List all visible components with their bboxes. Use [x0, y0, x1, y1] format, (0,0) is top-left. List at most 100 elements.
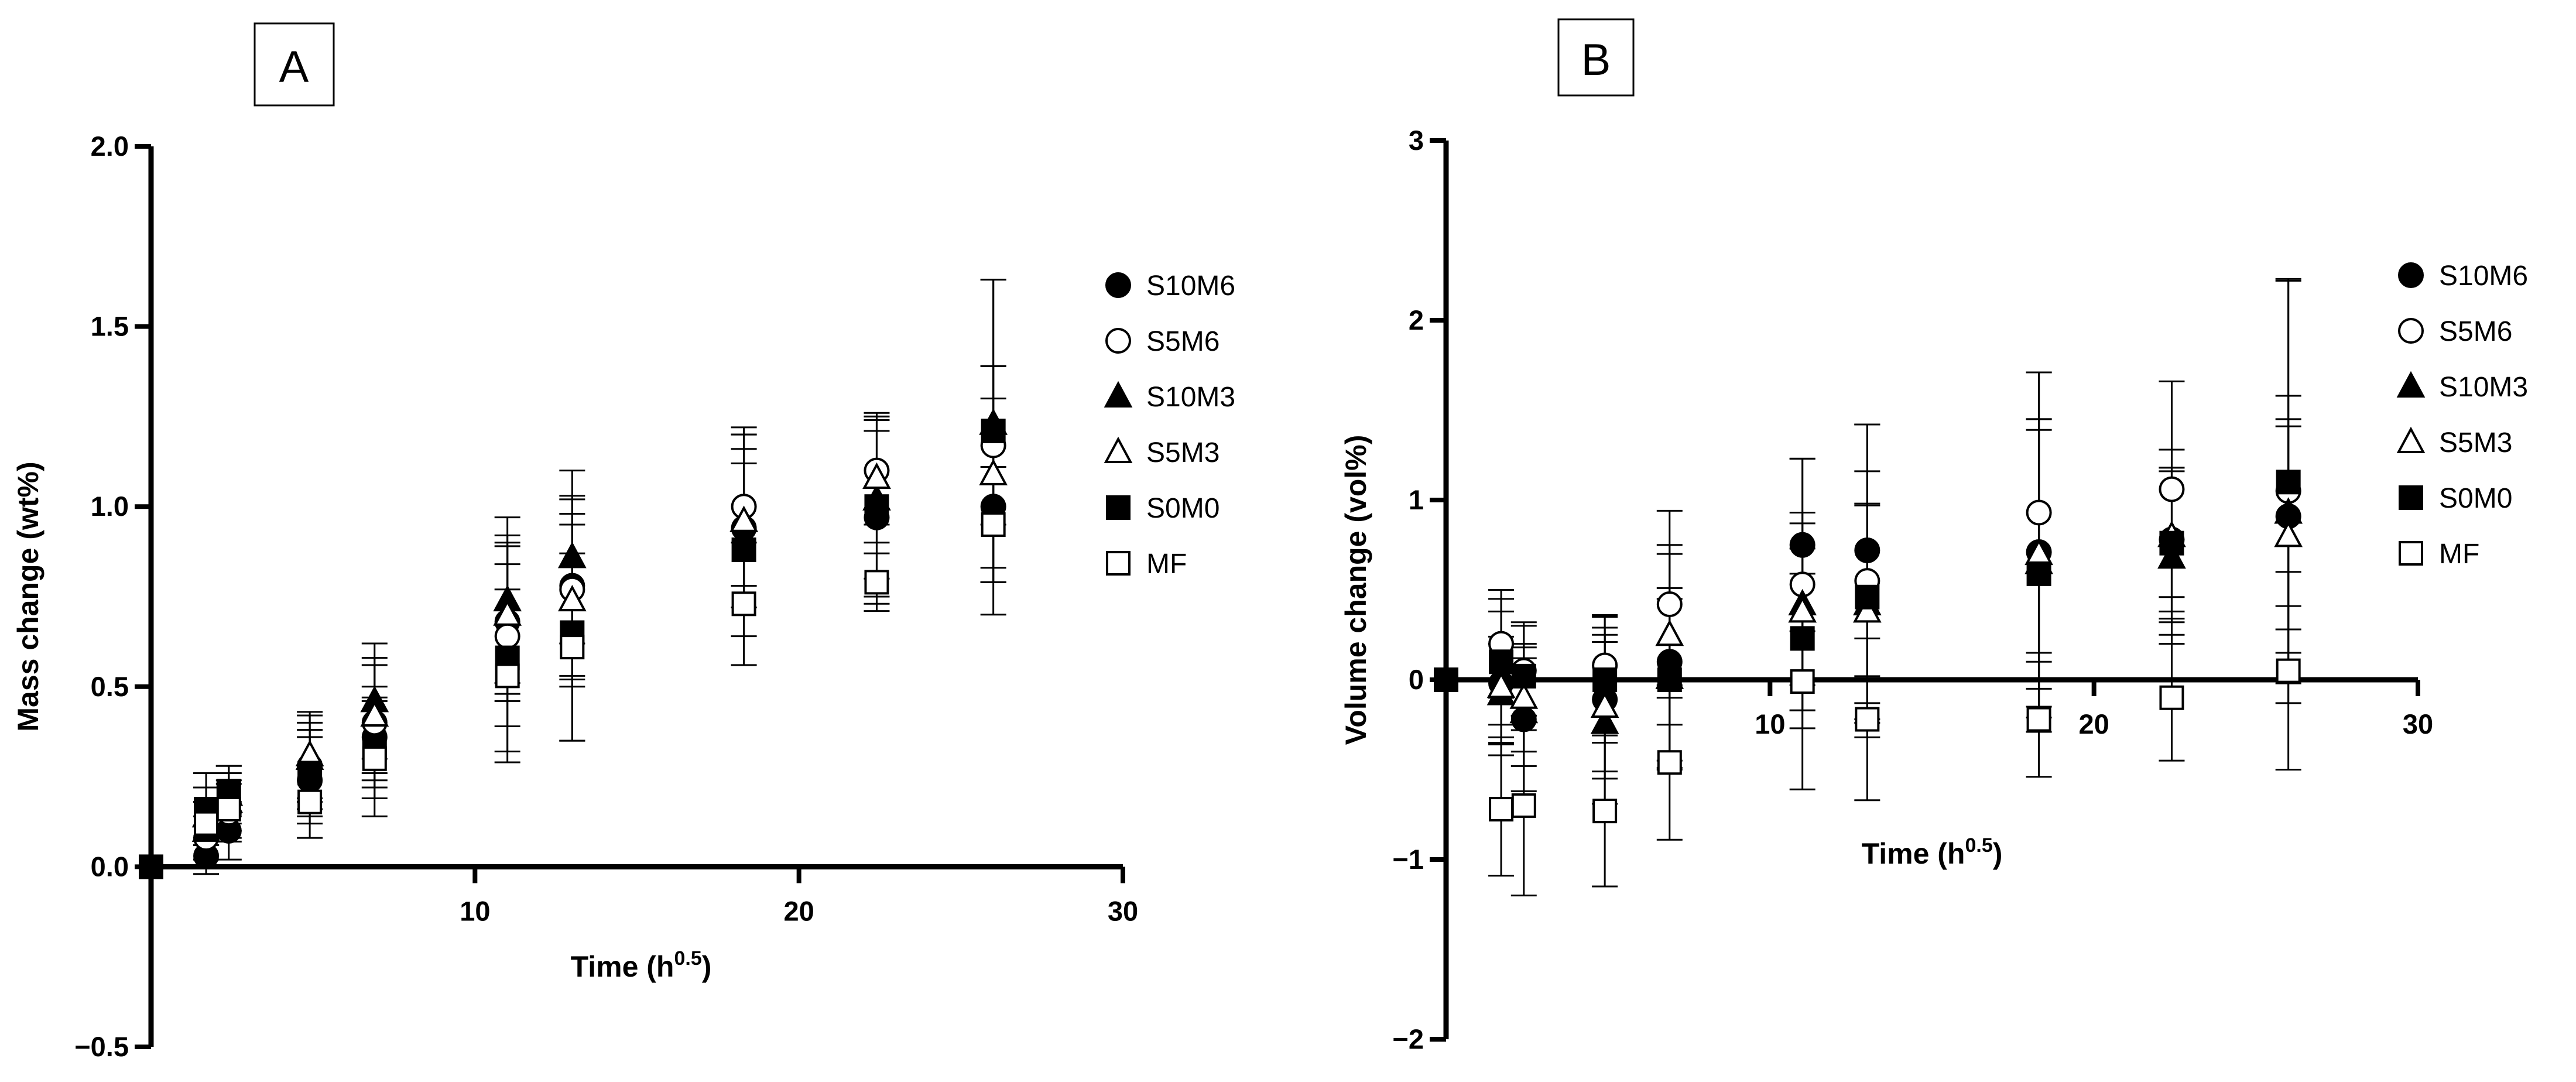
y-axis-title: Mass change (wt%)	[12, 461, 44, 731]
point-mf-6	[560, 635, 585, 660]
point-s5m3-6	[1852, 596, 1882, 623]
legend-label-s5m3: S5M3	[2439, 427, 2512, 458]
panel-b-label: B	[1581, 35, 1611, 85]
point-s0m0-4	[1657, 667, 1682, 692]
point-s0m0-1	[1489, 649, 1514, 674]
point-mf-9	[981, 512, 1006, 537]
legend-marker-s10m3	[1104, 381, 1133, 408]
point-s5m3-2	[1509, 682, 1539, 709]
legend-marker-s0m0	[1106, 495, 1131, 520]
point-s0m0-3	[297, 761, 323, 786]
point-s0m0-6	[1855, 584, 1880, 610]
point-s5m3-4	[360, 700, 389, 727]
panel-b: B −2 −1 0 1 2 3 10 20 30 Volume change (vol%) Time…	[1340, 18, 2528, 1054]
point-s10m6-5	[1789, 532, 1815, 558]
y-tick-label-3: 1	[1409, 484, 1424, 515]
point-s10m3-6	[557, 542, 587, 569]
point-s10m6-6	[1854, 537, 1880, 563]
data-points	[191, 408, 1008, 869]
point-s0m0-3	[1592, 667, 1618, 692]
panel-a-label: A	[279, 42, 309, 92]
point-s5m3-9	[979, 458, 1008, 485]
panel-a: A −0.5 0.0 0.5 1.0 1.5 2.0 10 20 30 Mass change (…	[12, 22, 1235, 1062]
point-s0m0-9	[2276, 470, 2301, 495]
point-mf-3	[297, 789, 323, 814]
legend-marker-s10m3	[2396, 371, 2426, 398]
x-axis-title-text: Time (h	[571, 950, 674, 983]
legend-label-s0m0: S0M0	[2439, 483, 2512, 514]
legend-label-s10m3: S10M3	[1146, 382, 1235, 413]
point-mf-4	[1657, 750, 1682, 775]
origin-point	[139, 854, 163, 879]
y-tick-label-1: 0.0	[91, 851, 129, 882]
point-s5m6-8	[2159, 476, 2185, 502]
point-mf-5	[495, 663, 520, 689]
x-tick-label-2: 30	[1108, 895, 1138, 926]
chart-b: −2 −1 0 1 2 3 10 20 30 Volume change (vol%) Time (…	[1340, 125, 2528, 1054]
point-s10m3-2	[1509, 697, 1539, 724]
x-tick-label-0: 10	[1755, 708, 1785, 739]
legend-marker-s10m6	[1105, 272, 1131, 298]
legend-marker-s5m3	[2396, 426, 2426, 453]
y-tick-label-4: 2	[1409, 304, 1424, 335]
point-mf-2	[1511, 793, 1536, 818]
panel-b-label-box	[1557, 18, 1635, 97]
legend-marker-s0m0	[2399, 485, 2423, 510]
x-tick-label-1: 20	[2079, 708, 2109, 739]
point-mf-5	[1790, 669, 1815, 694]
point-s5m3-5	[493, 599, 522, 626]
legend-marker-s5m6	[1105, 328, 1131, 354]
x-tick-label-2: 30	[2403, 708, 2433, 739]
legend: S10M6 S5M6 S10M3 S5M3 S0M0 MF	[1104, 270, 1235, 580]
x-tick-label-1: 20	[784, 895, 814, 926]
point-mf-1	[194, 811, 219, 836]
legend-marker-mf	[1106, 551, 1131, 576]
legend-marker-mf	[2399, 541, 2423, 566]
point-mf-7	[2026, 707, 2051, 732]
point-s0m0-5	[1790, 626, 1815, 651]
legend: S10M6 S5M6 S10M3 S5M3 S0M0 MF	[2396, 261, 2528, 570]
legend-label-s10m6: S10M6	[1146, 270, 1235, 302]
x-axis-title-sup: 0.5	[1965, 834, 1992, 857]
point-s5m6-4	[1656, 591, 1683, 618]
point-s10m3-3	[1590, 707, 1619, 734]
legend-label-mf: MF	[1146, 549, 1187, 580]
y-tick-label-0: −2	[1392, 1023, 1424, 1054]
point-s5m3-3	[1590, 691, 1619, 718]
x-axis-title-text: Time (h	[1862, 837, 1965, 870]
point-s5m6-5	[494, 623, 520, 649]
y-tick-label-2: 0	[1409, 664, 1424, 695]
chart-a: −0.5 0.0 0.5 1.0 1.5 2.0 10 20 30 Mass change (wt…	[12, 131, 1235, 1062]
y-axis-title: Volume change (vol%)	[1340, 435, 1372, 745]
point-s5m6-7	[2026, 499, 2052, 526]
legend-marker-s5m6	[2398, 318, 2424, 344]
point-s0m0-9	[981, 419, 1006, 444]
y-tick-label-4: 1.5	[91, 311, 129, 342]
legend-label-mf: MF	[2439, 539, 2479, 570]
point-s5m3-6	[557, 584, 587, 612]
legend-marker-s5m3	[1104, 436, 1133, 463]
y-tick-label-0: −0.5	[74, 1031, 129, 1062]
point-s5m3-8	[862, 462, 891, 489]
y-tick-label-1: −1	[1392, 844, 1424, 875]
point-s5m3-1	[1486, 672, 1516, 698]
point-s0m0-7	[2026, 561, 2051, 586]
y-tick-label-3: 1.0	[91, 491, 129, 522]
point-s0m0-2	[1511, 663, 1536, 689]
legend-label-s5m6: S5M6	[2439, 316, 2512, 347]
point-mf-9	[2276, 658, 2301, 683]
point-mf-8	[2159, 685, 2184, 710]
point-mf-8	[864, 570, 889, 595]
x-axis-title: Time (h0.5)	[1862, 834, 2003, 870]
x-axis-title: Time (h0.5)	[571, 947, 712, 983]
point-s10m3-8	[2157, 542, 2186, 569]
point-mf-4	[362, 746, 387, 771]
point-s5m3-4	[1655, 619, 1684, 646]
x-axis-title-sup: 0.5	[674, 947, 701, 970]
data-points	[1486, 470, 2303, 824]
legend-marker-s10m6	[2398, 262, 2424, 288]
point-mf-1	[1489, 797, 1514, 822]
legend-label-s0m0: S0M0	[1146, 493, 1220, 524]
point-s0m0-7	[731, 537, 756, 563]
